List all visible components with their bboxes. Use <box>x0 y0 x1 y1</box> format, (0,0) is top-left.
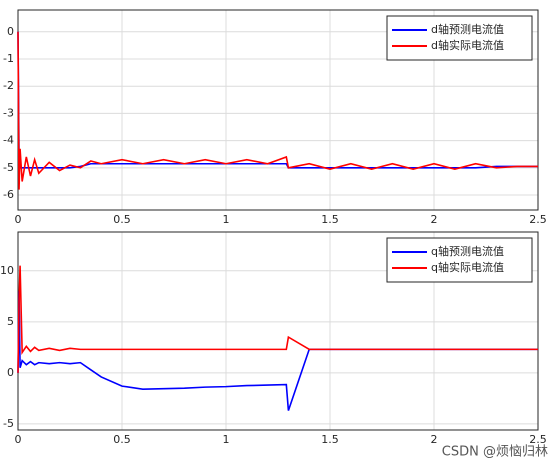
legend-label: d轴实际电流值 <box>431 38 504 52</box>
x-tick-label: 1 <box>223 213 230 226</box>
x-tick-label: 2.5 <box>529 213 547 226</box>
legend-box <box>386 237 533 283</box>
x-tick-label: 2.5 <box>529 433 547 446</box>
x-tick-label: 1.5 <box>321 213 339 226</box>
legend-label: d轴预测电流值 <box>431 22 504 36</box>
y-tick-label: -6 <box>3 188 14 201</box>
legend-box <box>386 15 533 61</box>
x-tick-label: 0.5 <box>113 433 131 446</box>
legend-label: q轴实际电流值 <box>431 260 504 274</box>
legend-label: q轴预测电流值 <box>431 244 504 258</box>
x-tick-label: 0 <box>15 433 22 446</box>
y-tick-label: -5 <box>3 417 14 430</box>
y-tick-label: -4 <box>3 134 14 147</box>
y-tick-label: -5 <box>3 161 14 174</box>
y-tick-label: 0 <box>7 25 14 38</box>
x-tick-label: 0 <box>15 213 22 226</box>
y-tick-label: -2 <box>3 79 14 92</box>
y-tick-label: 10 <box>0 264 14 277</box>
y-tick-label: -3 <box>3 106 14 119</box>
x-tick-label: 2 <box>431 213 438 226</box>
x-tick-label: 0.5 <box>113 213 131 226</box>
x-tick-label: 1.5 <box>321 433 339 446</box>
series-line <box>17 265 538 373</box>
x-tick-label: 2 <box>431 433 438 446</box>
x-tick-label: 1 <box>223 433 230 446</box>
y-tick-label: 0 <box>7 366 14 379</box>
y-tick-label: 5 <box>7 315 14 328</box>
y-tick-label: -1 <box>3 52 14 65</box>
series-line <box>17 31 538 190</box>
watermark: CSDN @烦恼归林 <box>442 445 548 460</box>
